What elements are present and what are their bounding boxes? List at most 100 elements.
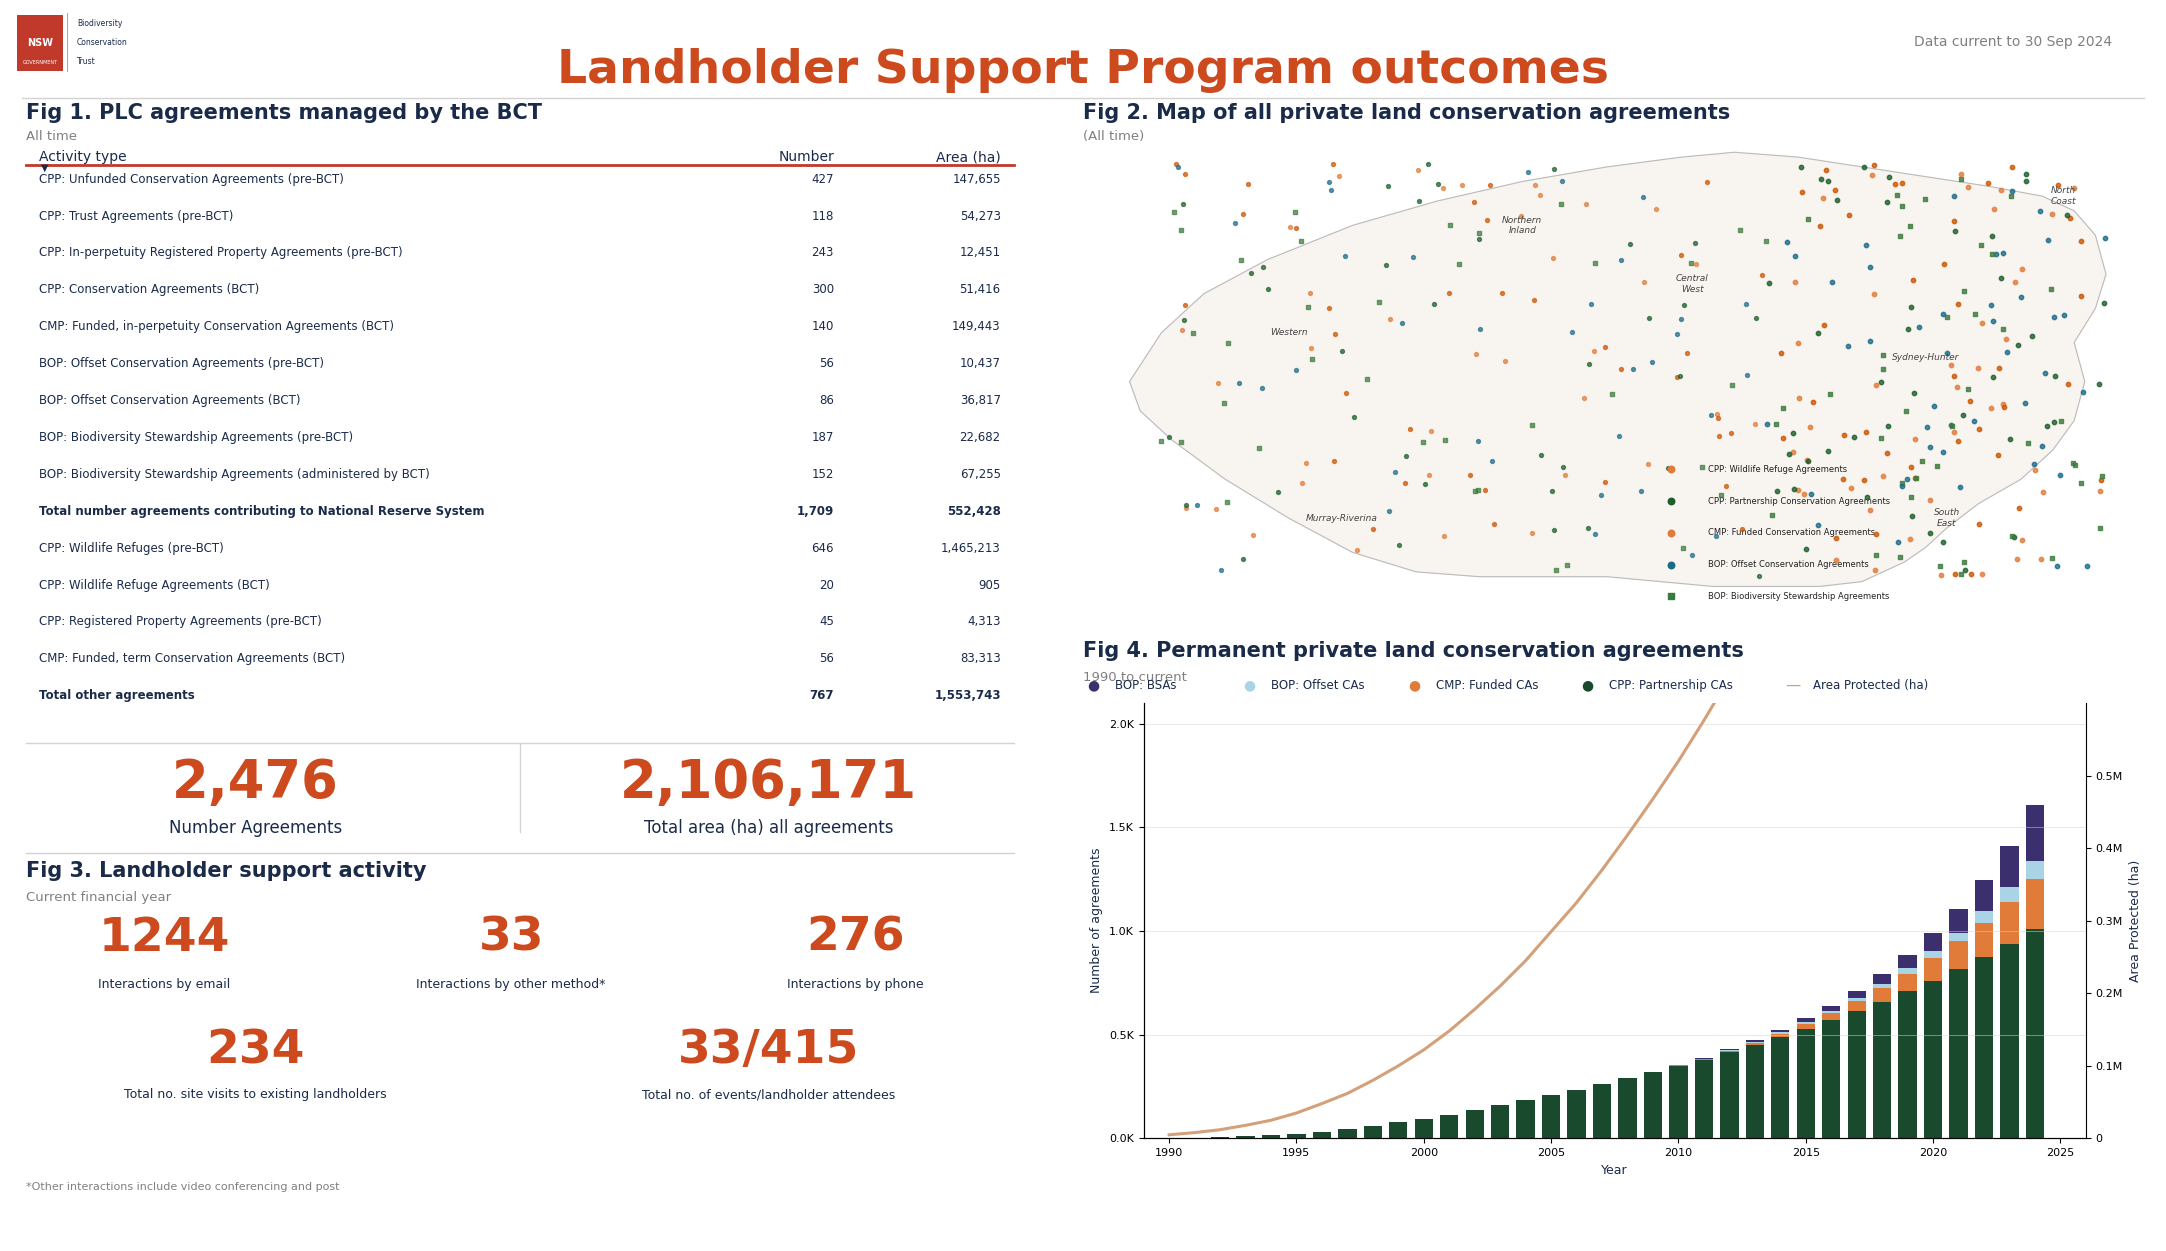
Point	[1388, 447, 1423, 467]
Point	[1679, 234, 1713, 254]
Point	[1919, 457, 1954, 477]
Bar	[1975, 912, 1993, 923]
Point	[1802, 515, 1837, 535]
Point	[2064, 231, 2099, 251]
Point	[1328, 245, 1362, 265]
Point	[1627, 273, 1661, 293]
Area Protected (ha)	[1614, 828, 1640, 843]
Point	[1945, 405, 1980, 425]
Point	[2001, 334, 2036, 354]
Point	[1752, 274, 1787, 294]
Point	[1858, 524, 1893, 544]
Point	[1653, 523, 1687, 543]
Bar	[1822, 1021, 1841, 1138]
Area Protected (ha)	[1308, 1096, 1334, 1111]
Point	[2058, 454, 2092, 474]
Text: Conservation: Conservation	[78, 38, 128, 46]
Bar	[1796, 1022, 1815, 1023]
Point	[1568, 194, 1603, 214]
Point	[1943, 164, 1978, 184]
Point	[1952, 176, 1986, 196]
Point	[1858, 545, 1893, 565]
Point	[1709, 475, 1744, 495]
Point	[2008, 171, 2043, 191]
Point	[1689, 171, 1724, 191]
Point	[1388, 473, 1423, 493]
Point	[1962, 235, 1997, 255]
Bar	[1516, 1100, 1536, 1138]
Point	[1544, 194, 1579, 214]
Text: 83,313: 83,313	[960, 653, 1001, 666]
Bar	[1772, 1037, 1789, 1138]
Point	[1458, 480, 1492, 500]
Text: BOP: BSAs: BOP: BSAs	[1115, 679, 1176, 692]
Point	[1926, 254, 1960, 274]
Point	[1819, 550, 1854, 570]
Point	[1261, 482, 1295, 502]
Text: Area (ha): Area (ha)	[936, 150, 1001, 164]
Point	[1163, 432, 1198, 452]
Point	[1313, 171, 1347, 191]
Point	[1884, 473, 1919, 493]
Point	[1765, 399, 1800, 419]
Point	[1503, 205, 1538, 225]
Point	[1488, 352, 1523, 372]
Text: Total area (ha) all agreements: Total area (ha) all agreements	[643, 819, 895, 837]
Point	[1514, 523, 1549, 543]
Area Protected (ha)	[1334, 1086, 1360, 1101]
Bar	[1848, 1001, 1865, 1011]
Point	[1991, 342, 2025, 362]
Point	[1544, 457, 1579, 477]
Point	[1518, 175, 1553, 195]
Bar	[1720, 1051, 1739, 1052]
Point	[2084, 518, 2118, 538]
Bar	[1746, 1045, 1763, 1138]
Point	[1754, 505, 1789, 525]
Bar	[1822, 1011, 1841, 1013]
Point	[1421, 174, 1456, 194]
Point	[1986, 319, 2021, 339]
Point	[1936, 367, 1971, 387]
Point	[1845, 156, 1880, 176]
Point	[1679, 254, 1713, 274]
Point	[1284, 473, 1319, 493]
Point	[1971, 173, 2006, 193]
Point	[1936, 186, 1971, 206]
Point	[1806, 315, 1841, 335]
Point	[1817, 180, 1852, 200]
Text: 2,476: 2,476	[171, 757, 340, 809]
Point	[1893, 216, 1928, 236]
Point	[1772, 444, 1806, 464]
Point	[1865, 428, 1900, 448]
Text: 152: 152	[812, 468, 834, 480]
Point	[1806, 189, 1841, 209]
Text: 33/415: 33/415	[678, 1028, 860, 1073]
Area Protected (ha)	[1488, 978, 1514, 993]
Point	[2034, 279, 2069, 299]
Point	[2071, 557, 2105, 577]
Point	[1715, 375, 1750, 395]
Point	[1282, 230, 1317, 250]
Point	[1603, 359, 1637, 379]
Text: BOP: Biodiversity Stewardship Agreements (pre-BCT): BOP: Biodiversity Stewardship Agreements…	[39, 430, 353, 444]
Area Protected (ha)	[1183, 1125, 1209, 1140]
Point	[2064, 286, 2099, 306]
Point	[1995, 527, 2030, 547]
Point	[1427, 525, 1462, 545]
Point	[1713, 423, 1748, 443]
Text: Number: Number	[778, 150, 834, 164]
Text: CMP: Funded, term Conservation Agreements (BCT): CMP: Funded, term Conservation Agreement…	[39, 653, 344, 666]
Point	[1973, 398, 2008, 418]
Point	[2047, 304, 2082, 324]
Bar	[1339, 1130, 1356, 1138]
Bar	[1999, 887, 2019, 902]
Text: 12,451: 12,451	[960, 246, 1001, 259]
Point	[1631, 308, 1666, 328]
Text: Current financial year: Current financial year	[26, 891, 171, 903]
Point	[1895, 507, 1930, 527]
Text: 67,255: 67,255	[960, 468, 1001, 480]
Point	[1978, 244, 2012, 264]
Point	[1778, 271, 1813, 291]
Point	[2064, 473, 2099, 493]
Point	[1791, 209, 1826, 229]
